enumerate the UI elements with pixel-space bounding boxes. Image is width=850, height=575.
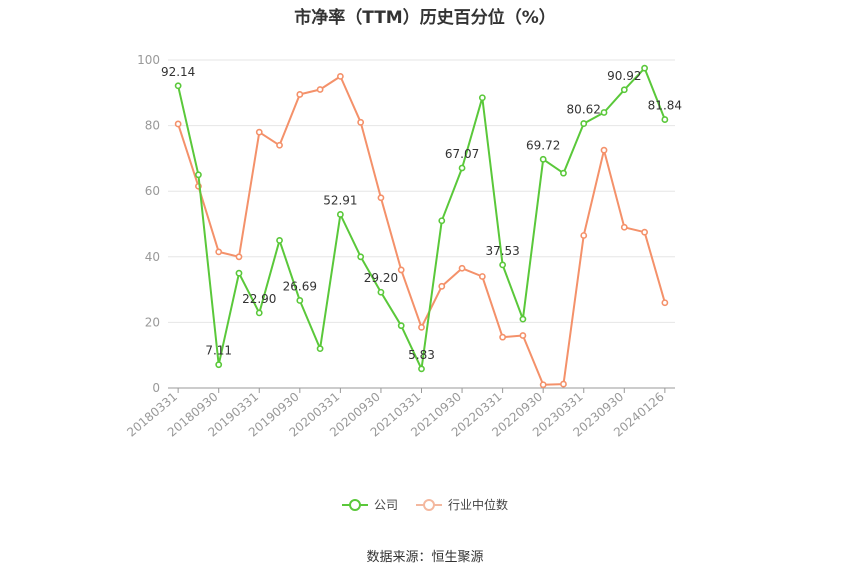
data-point-industry-median <box>357 118 365 126</box>
y-tick-label: 60 <box>145 184 160 198</box>
data-label: 37.53 <box>485 244 519 258</box>
y-tick-label: 0 <box>152 381 160 395</box>
data-point-industry-median <box>377 194 385 202</box>
data-label: 22.90 <box>242 292 276 306</box>
data-label: 90.92 <box>607 69 641 83</box>
data-point-industry-median <box>418 323 425 331</box>
data-point-company <box>377 288 385 296</box>
data-point-industry-median <box>215 248 223 256</box>
data-label: 5.83 <box>408 348 435 362</box>
data-point-industry-median <box>235 253 243 261</box>
data-point-company <box>357 253 365 261</box>
data-point-industry-median <box>458 264 466 272</box>
data-point-company <box>458 164 466 172</box>
data-label: 67.07 <box>445 147 479 161</box>
data-label: 92.14 <box>161 65 195 79</box>
data-point-company <box>255 309 263 317</box>
data-source: 数据来源：恒生聚源 <box>366 550 484 565</box>
data-point-company <box>539 155 547 163</box>
data-label: 52.91 <box>323 193 357 207</box>
data-point-industry-median <box>519 332 527 339</box>
data-label: 81.84 <box>648 99 682 113</box>
legend-marker-industry-median <box>416 498 442 512</box>
data-point-company <box>296 297 304 304</box>
data-point-company <box>478 94 486 102</box>
data-point-company <box>641 64 648 72</box>
data-point-company <box>235 269 243 277</box>
data-point-industry-median <box>255 128 263 136</box>
x-axis-ticks: 2018033120180930201903312019093020200331… <box>124 388 667 440</box>
data-point-company <box>438 217 446 225</box>
data-labels: 92.14 7.11 22.90 26.69 52.91 29.20 5.83 67.07 37… <box>161 65 682 362</box>
data-point-company <box>519 315 527 323</box>
data-label: 7.11 <box>205 344 232 358</box>
line-chart: 0 20 40 60 80 100 201803312018093020190331201… <box>124 53 682 440</box>
data-point-industry-median <box>620 223 628 231</box>
y-tick-label: 100 <box>137 53 160 67</box>
y-tick-label: 80 <box>145 119 160 133</box>
legend: 公司 行业中位数 <box>0 496 850 513</box>
data-point-industry-median <box>438 282 446 290</box>
data-point-industry-median <box>580 232 588 239</box>
data-point-company <box>215 361 223 369</box>
data-label: 80.62 <box>567 103 601 117</box>
legend-label-company: 公司 <box>373 498 398 512</box>
data-point-industry-median <box>641 228 648 236</box>
data-point-company <box>316 345 324 353</box>
series-lines <box>174 64 669 389</box>
data-point-company <box>336 211 344 218</box>
series-line-industry-median <box>177 75 666 386</box>
data-point-company <box>600 109 608 116</box>
legend-item-industry-median[interactable]: 行业中位数 <box>416 496 508 513</box>
data-point-company <box>174 82 182 90</box>
data-point-industry-median <box>600 146 608 154</box>
data-point-company <box>580 120 588 127</box>
data-label: 29.20 <box>364 271 398 285</box>
y-tick-label: 40 <box>145 250 160 264</box>
data-point-industry-median <box>560 380 567 388</box>
data-point-company <box>397 322 405 330</box>
gridlines <box>168 59 675 323</box>
data-point-industry-median <box>478 273 486 280</box>
chart-title: 市净率（TTM）历史百分位（%） <box>294 8 556 28</box>
data-point-industry-median <box>276 141 283 149</box>
y-tick-label: 20 <box>145 315 160 329</box>
data-label: 69.72 <box>526 138 560 152</box>
y-axis-ticks: 0 20 40 60 80 100 <box>137 53 160 395</box>
data-point-industry-median <box>499 333 507 341</box>
data-point-industry-median <box>316 86 324 93</box>
legend-marker-company <box>341 498 368 512</box>
legend-item-company[interactable]: 公司 <box>341 496 398 513</box>
data-point-company <box>560 169 567 177</box>
data-point-industry-median <box>296 91 304 98</box>
data-point-industry-median <box>336 73 344 80</box>
data-point-company <box>661 116 669 123</box>
data-point-company <box>276 236 283 244</box>
data-point-company <box>195 171 202 179</box>
data-point-company <box>620 86 628 94</box>
data-point-industry-median <box>397 266 405 274</box>
data-point-company <box>499 261 507 269</box>
data-point-industry-median <box>174 120 182 128</box>
data-point-company <box>418 365 425 373</box>
legend-label-industry-median: 行业中位数 <box>448 498 509 512</box>
data-label: 26.69 <box>283 279 317 293</box>
data-point-industry-median <box>539 381 547 389</box>
data-point-industry-median <box>661 299 669 307</box>
